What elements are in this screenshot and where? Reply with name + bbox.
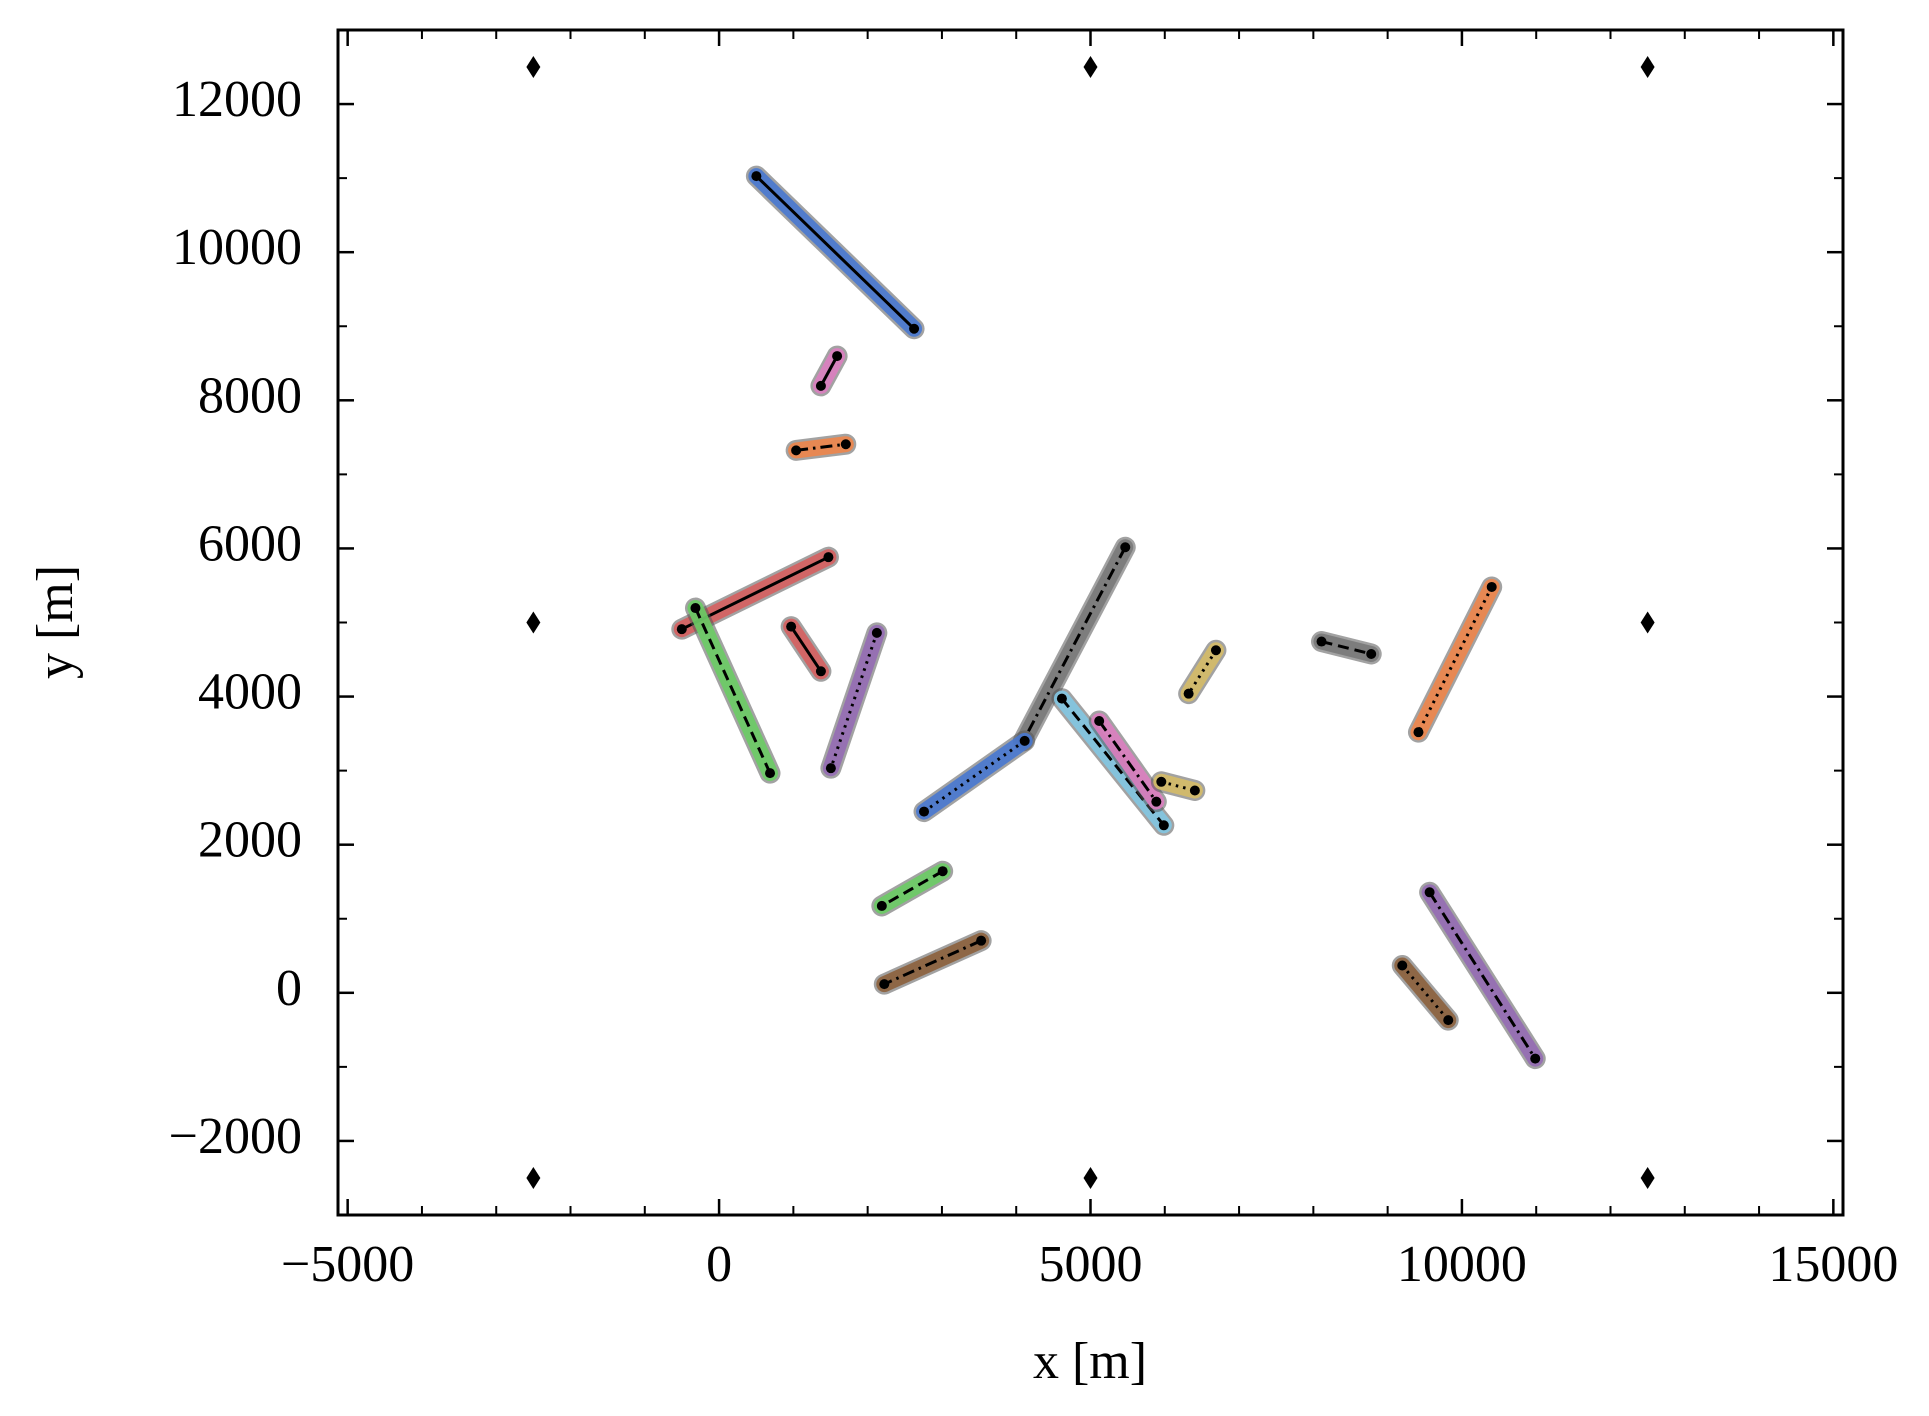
track-end bbox=[815, 666, 826, 677]
track-end bbox=[1094, 716, 1105, 727]
track-end bbox=[1530, 1053, 1541, 1064]
track-end bbox=[832, 351, 843, 362]
track-line bbox=[1428, 891, 1537, 1060]
track-line bbox=[819, 355, 839, 387]
track-end bbox=[919, 806, 930, 817]
track-line bbox=[789, 625, 823, 673]
track-line bbox=[795, 442, 846, 452]
y-axis-label: y [m] bbox=[27, 565, 84, 679]
y-tick-label: 12000 bbox=[172, 71, 302, 128]
track-line bbox=[755, 175, 916, 330]
y-tick-label: 4000 bbox=[198, 664, 302, 721]
track-end bbox=[1316, 636, 1327, 647]
x-tick-label: 10000 bbox=[1397, 1236, 1527, 1293]
y-tick-label: 2000 bbox=[198, 812, 302, 869]
track-line bbox=[1417, 586, 1494, 733]
track-end bbox=[1366, 648, 1377, 659]
track-end bbox=[879, 979, 890, 990]
track-end bbox=[1210, 645, 1221, 656]
x-axis-label: x [m] bbox=[1033, 1333, 1147, 1390]
track-end bbox=[1019, 735, 1030, 746]
diamond-marker bbox=[1083, 56, 1098, 79]
track-end bbox=[1158, 820, 1169, 831]
track-end bbox=[751, 171, 762, 182]
diamond-marker bbox=[526, 1166, 541, 1189]
y-tick-label: 10000 bbox=[172, 219, 302, 276]
track-end bbox=[1424, 887, 1435, 898]
diamond-marker bbox=[526, 56, 541, 79]
y-tick-label: 0 bbox=[276, 960, 302, 1017]
y-tick-label: 8000 bbox=[198, 367, 302, 424]
track-end bbox=[1397, 960, 1408, 971]
track-line bbox=[1097, 720, 1158, 803]
track-end bbox=[791, 445, 802, 456]
track-line bbox=[1160, 780, 1196, 792]
plot-frame bbox=[336, 28, 1845, 1217]
track-line bbox=[1187, 649, 1218, 695]
x-tick-label: −5000 bbox=[281, 1236, 414, 1293]
diamond-marker bbox=[1640, 611, 1655, 634]
track-end bbox=[840, 439, 851, 450]
track-end bbox=[1189, 785, 1200, 796]
track-line bbox=[881, 869, 944, 908]
track-line bbox=[829, 632, 879, 769]
track-line bbox=[883, 939, 982, 986]
track-end bbox=[1443, 1015, 1454, 1026]
track-end bbox=[976, 935, 987, 946]
track-end bbox=[909, 323, 920, 334]
track-end bbox=[1156, 776, 1167, 787]
track-end bbox=[871, 627, 882, 638]
track-end bbox=[676, 624, 687, 635]
track-line bbox=[1060, 697, 1165, 827]
x-tick-label: 15000 bbox=[1768, 1236, 1898, 1293]
track-end bbox=[815, 380, 826, 391]
track-end bbox=[786, 621, 797, 632]
track-line bbox=[1321, 640, 1372, 656]
track-end bbox=[690, 603, 701, 614]
y-tick-label: 6000 bbox=[198, 515, 302, 572]
track-line bbox=[923, 739, 1026, 813]
track-line bbox=[1022, 546, 1127, 742]
x-tick-label: 0 bbox=[706, 1236, 732, 1293]
track-end bbox=[1183, 688, 1194, 699]
diamond-marker bbox=[1083, 1166, 1098, 1189]
track-end bbox=[823, 552, 834, 563]
x-tick-label: 5000 bbox=[1039, 1236, 1143, 1293]
y-tick-label: −2000 bbox=[169, 1108, 302, 1165]
track-end bbox=[1486, 581, 1497, 592]
track-line bbox=[694, 607, 772, 774]
track-end bbox=[1120, 542, 1131, 553]
diamond-marker bbox=[1640, 56, 1655, 79]
track-end bbox=[1151, 796, 1162, 807]
diamond-marker bbox=[526, 611, 541, 634]
track-end bbox=[1413, 727, 1424, 738]
track-end bbox=[825, 763, 836, 774]
track bbox=[1394, 957, 1457, 1029]
track-end bbox=[876, 900, 887, 911]
track-end bbox=[765, 768, 776, 779]
track-end bbox=[937, 866, 948, 877]
track-end bbox=[1056, 693, 1067, 704]
diamond-marker bbox=[1640, 1166, 1655, 1189]
